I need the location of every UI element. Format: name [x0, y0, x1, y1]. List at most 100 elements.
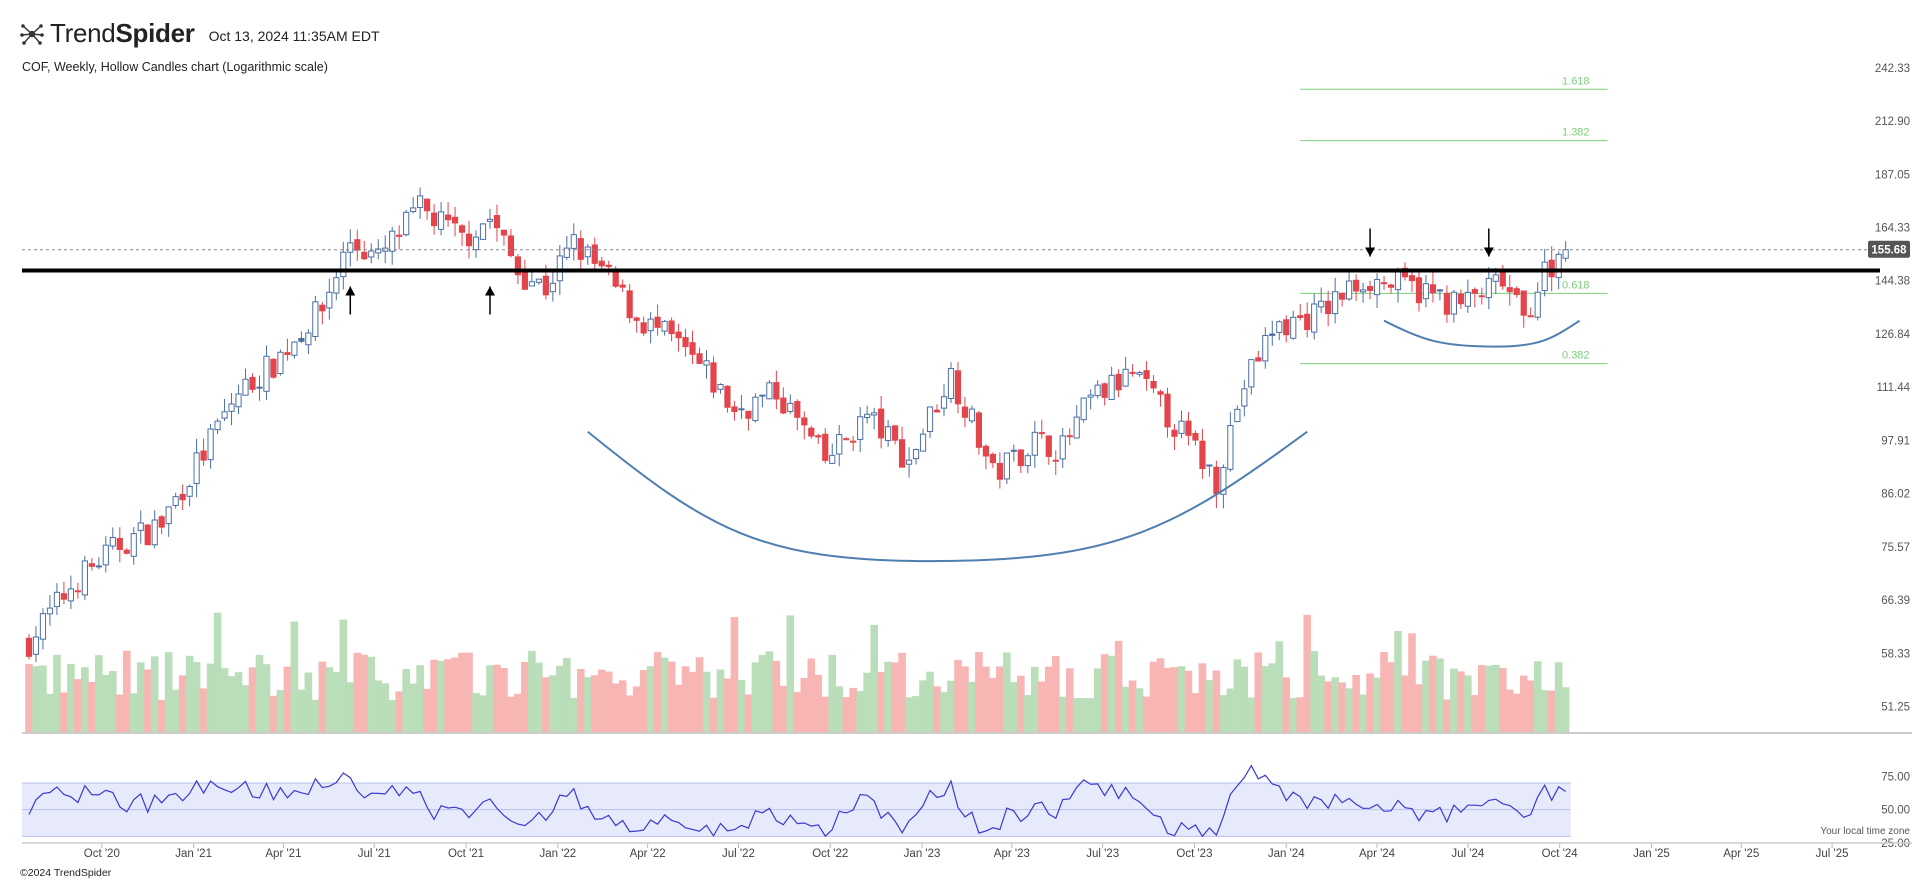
volume-bar: [360, 654, 369, 733]
arrow-down-icon: [1483, 247, 1494, 257]
candle-body: [1199, 440, 1206, 470]
volume-bar: [667, 661, 676, 733]
candle-body: [1464, 291, 1471, 307]
candle-body: [1290, 316, 1297, 339]
volume-bar: [1079, 698, 1088, 733]
volume-bar: [1093, 668, 1102, 733]
volume-bar: [1198, 663, 1207, 733]
volume-bar: [744, 694, 753, 733]
volume-bar: [779, 685, 788, 733]
candle-body: [1527, 315, 1534, 318]
volume-bar: [325, 667, 334, 733]
candle-body: [549, 282, 556, 293]
volume-bar: [1058, 696, 1067, 733]
candle-body: [717, 384, 724, 390]
candle-body: [584, 246, 591, 258]
candle-body: [591, 244, 598, 264]
volume-bar: [1408, 633, 1416, 733]
volume-bar: [102, 675, 110, 733]
volume-bar: [1247, 697, 1256, 733]
candle-body: [1352, 279, 1360, 292]
volume-bar: [95, 655, 103, 733]
volume-bar: [947, 680, 955, 733]
volume-bar: [1254, 652, 1263, 733]
candle-body: [1122, 368, 1129, 387]
volume-bar: [465, 652, 473, 733]
candle-body: [556, 255, 563, 282]
volume-bar: [25, 663, 33, 733]
volume-bar: [884, 661, 892, 733]
arrow-up-icon: [484, 286, 495, 296]
candle-body: [989, 453, 996, 464]
x-tick-label: Oct '23: [1176, 848, 1212, 860]
volume-bar: [1471, 695, 1479, 733]
volume-bar: [1303, 614, 1312, 733]
candle-body: [773, 382, 780, 400]
y-tick-label: 144.38: [1875, 276, 1910, 288]
candle-body: [1478, 295, 1485, 298]
brand-name: TrendSpider: [50, 18, 195, 48]
candle-body: [1457, 293, 1464, 305]
candle-body: [1220, 466, 1227, 495]
volume-bar: [1436, 658, 1444, 733]
candle-series: [25, 187, 1569, 663]
candle-body: [368, 250, 375, 258]
candle-body: [968, 408, 976, 422]
volume-bar: [1519, 675, 1528, 733]
rsi-line: [28, 764, 1566, 838]
candle-body: [1541, 261, 1548, 292]
candle-body: [829, 454, 836, 464]
fibonacci-label: 1.618: [1562, 75, 1590, 87]
candle-body: [403, 211, 410, 236]
volume-bar: [60, 692, 68, 733]
volume-bar: [1205, 680, 1214, 733]
volume-bar: [39, 665, 47, 733]
candle-body: [926, 406, 934, 432]
volume-bar: [1072, 697, 1081, 733]
volume-bar: [982, 666, 990, 733]
volume-bar: [1226, 688, 1235, 733]
volume-bar: [1296, 697, 1305, 733]
volume-bar: [1547, 690, 1556, 733]
candle-body: [1164, 393, 1171, 428]
candle-body: [528, 281, 535, 287]
candle-body: [1234, 408, 1241, 423]
volume-bar: [1429, 655, 1437, 733]
x-tick-label: Jul '23: [1086, 848, 1119, 860]
volume-bar: [590, 675, 599, 733]
candle-body: [32, 636, 40, 655]
volume-bar: [241, 685, 250, 733]
trendspider-logo-icon: [20, 23, 44, 45]
volume-bar: [185, 655, 194, 733]
cup-arc: [587, 430, 1308, 563]
volume-bar: [283, 666, 292, 733]
candle-body: [822, 433, 829, 461]
y-tick-label: 126.84: [1875, 329, 1911, 341]
volume-bar: [46, 693, 54, 733]
x-tick-label: Oct '20: [84, 848, 120, 860]
candle-body: [1401, 267, 1409, 278]
candle-body: [1408, 275, 1416, 282]
candle-body: [53, 591, 61, 608]
candle-body: [947, 368, 955, 400]
volume-bar: [1240, 666, 1249, 733]
volume-bar: [549, 675, 557, 733]
candle-body: [878, 408, 885, 439]
volume-bar: [989, 677, 997, 733]
volume-bar: [695, 657, 704, 733]
candle-body: [137, 522, 144, 531]
candle-body: [347, 242, 354, 253]
volume-bar: [423, 688, 431, 733]
candle-body: [1373, 279, 1381, 296]
candle-body: [1073, 416, 1080, 439]
volume-bar: [220, 668, 229, 733]
candle-body: [1269, 333, 1276, 336]
candle-body: [1045, 435, 1052, 457]
candle-body: [186, 485, 193, 497]
volume-bar: [353, 652, 362, 733]
volume-bar: [1030, 666, 1039, 733]
candle-body: [598, 260, 605, 267]
volume-bar: [1387, 662, 1395, 733]
volume-bar: [674, 684, 683, 733]
